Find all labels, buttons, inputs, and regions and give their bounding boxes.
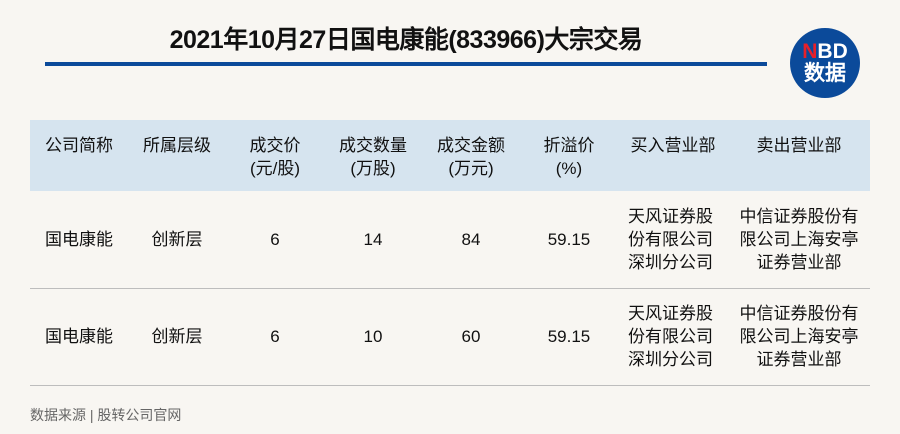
- column-header-price: 成交价 (元/股): [226, 120, 324, 191]
- header-line: 所属层级: [143, 136, 211, 155]
- nbd-logo: NBD 数据: [790, 28, 860, 98]
- header-line: 公司简称: [45, 136, 113, 155]
- cell-line: 份有限公司: [628, 229, 713, 249]
- column-header-seller: 卖出营业部: [728, 120, 870, 191]
- cell-price: 6: [226, 288, 324, 386]
- column-header-premium: 折溢价 (%): [520, 120, 618, 191]
- cell-line: 限公司上海安亭: [739, 229, 859, 249]
- logo-bd: BD: [817, 40, 848, 63]
- table-row: 国电康能 创新层 6 10 60 59.15 天风证券股 份有限公司 深圳分公司 中信证券股份有限…: [30, 288, 870, 386]
- column-header-buyer: 买入营业部: [618, 120, 728, 191]
- column-header-quantity: 成交数量 (万股): [324, 120, 422, 191]
- cell-line: 中信证券股份有: [739, 304, 859, 323]
- header-line: 折溢价: [543, 136, 595, 155]
- cell-buy: 天风证券股份有限公司深圳分公司: [618, 288, 728, 386]
- header-line: (万元): [448, 159, 494, 178]
- cell-line: 份有限公司: [628, 327, 713, 346]
- cell-amount: 84: [422, 191, 520, 289]
- header-line: 成交金额: [437, 136, 505, 155]
- header-line: 卖出营业部: [756, 136, 842, 155]
- header-line: 成交数量: [339, 136, 407, 155]
- cell-tier: 创新层: [128, 191, 226, 289]
- cell-price: 6: [226, 191, 324, 289]
- header-line: 成交价: [249, 136, 301, 155]
- cell-buy: 天风证券股份有限公司深圳分公司: [618, 191, 728, 289]
- cell-line: 限公司上海安亭: [739, 327, 859, 346]
- cell-line: 深圳分公司: [628, 252, 713, 272]
- header-line: (万股): [350, 159, 396, 178]
- cell-tier: 创新层: [128, 288, 226, 386]
- title-divider: [45, 62, 767, 66]
- data-source: 数据来源 | 股转公司官网: [30, 407, 182, 423]
- cell-line: 证券营业部: [756, 350, 842, 369]
- cell-line: 证券营业部: [756, 252, 842, 272]
- column-header-amount: 成交金额 (万元): [422, 120, 520, 191]
- header-line: (元/股): [249, 159, 301, 178]
- cell-amount: 60: [422, 288, 520, 386]
- cell-name: 国电康能: [30, 191, 128, 289]
- logo-n: N: [802, 40, 818, 63]
- cell-line: 深圳分公司: [628, 350, 713, 369]
- cell-qty: 10: [324, 288, 422, 386]
- cell-sell: 中信证券股份有 限公司上海安亭 证券营业部: [728, 191, 870, 289]
- cell-sell: 中信证券股份有 限公司上海安亭 证券营业部: [728, 288, 870, 386]
- cell-line: 天风证券股: [628, 304, 713, 323]
- block-trade-table: 公司简称 所属层级 成交价 (元/股) 成交数量 (万股) 成交金额 (万元) 折溢价 (%) 买入…: [30, 120, 870, 386]
- page-title: 2021年10月27日国电康能(833966)大宗交易: [169, 26, 643, 54]
- table-row: 国电康能 创新层 6 14 84 59.15 天风证券股 份有限公司 深圳分公司 中信证券股份有限…: [30, 191, 870, 289]
- cell-qty: 14: [324, 191, 422, 289]
- cell-premium: 59.15: [520, 288, 618, 386]
- cell-name: 国电康能: [30, 288, 128, 386]
- header-line: 买入营业部: [630, 136, 716, 155]
- cell-premium: 59.15: [520, 191, 618, 289]
- logo-text: 数据: [804, 62, 846, 85]
- cell-line: 天风证券股: [628, 206, 713, 226]
- cell-line: 中信证券股份有: [739, 206, 859, 226]
- header-line: (%): [555, 159, 583, 178]
- column-header-tier: 所属层级: [128, 120, 226, 191]
- column-header-company: 公司简称: [30, 120, 128, 191]
